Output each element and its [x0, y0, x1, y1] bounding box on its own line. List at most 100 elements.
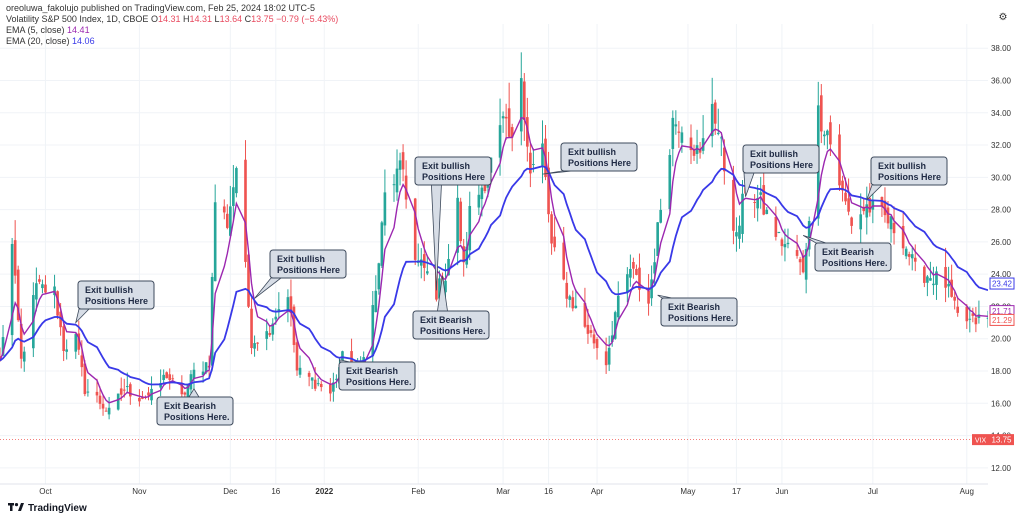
candle-body: [56, 291, 59, 316]
candle-body: [692, 149, 696, 156]
candle-body: [77, 333, 81, 350]
candle-body: [286, 297, 290, 311]
candle-body: [498, 125, 502, 158]
callout-text: Exit Bearish: [420, 315, 472, 325]
callout-text: Exit bullish: [85, 285, 133, 295]
candle-body: [568, 296, 572, 300]
x-tick-label: Jul: [868, 487, 878, 496]
candle-body: [947, 283, 950, 287]
candle-body: [38, 279, 41, 282]
callout-text: Positions Here.: [164, 412, 230, 422]
candle-body: [253, 343, 256, 349]
candle-body: [647, 290, 650, 304]
candle-body: [632, 262, 635, 269]
candle-body: [65, 349, 68, 352]
candle-body: [122, 389, 126, 391]
candle-body: [529, 152, 532, 174]
candle-body: [383, 192, 387, 226]
candle-body: [271, 323, 275, 335]
last-value-text: 21.29: [992, 316, 1013, 325]
candle-body: [610, 335, 614, 343]
y-tick-label: 32.00: [991, 141, 1012, 150]
candle-body: [650, 279, 653, 299]
candle-body: [719, 137, 723, 139]
ohlc-open-key: O: [150, 14, 158, 24]
candle-body: [413, 198, 417, 260]
ema20-value: 14.06: [72, 36, 95, 46]
candle-body: [44, 284, 47, 293]
y-tick-label: 24.00: [991, 270, 1012, 279]
x-tick-label: Aug: [960, 487, 974, 496]
callout-text: Positions Here: [878, 172, 941, 182]
callout-box: [414, 156, 492, 186]
candle-body: [316, 383, 320, 385]
settings-icon[interactable]: ⚙: [999, 12, 1008, 23]
candle-body: [192, 369, 196, 379]
candle-body: [723, 147, 726, 172]
candle-body: [974, 317, 978, 325]
candle-body: [335, 378, 338, 380]
candle-body: [753, 201, 756, 203]
candle-body: [319, 383, 323, 388]
candle-body: [823, 134, 826, 137]
candle-body: [735, 232, 738, 237]
candle-body: [119, 388, 123, 395]
candle-body: [844, 192, 847, 202]
candle-body: [210, 276, 214, 366]
candle-body: [422, 254, 426, 268]
candle-body: [953, 296, 956, 301]
ohlc-high-key: H: [183, 14, 190, 24]
candle-body: [859, 214, 863, 230]
callout-text: Positions Here: [568, 158, 631, 168]
x-tick-label: 17: [732, 487, 741, 496]
candle-body: [522, 81, 526, 121]
candle-body: [165, 372, 169, 379]
candle-body: [589, 330, 593, 333]
candle-body: [329, 384, 332, 394]
candle-body: [795, 250, 799, 256]
candle-body: [865, 204, 869, 218]
candle-body: [701, 138, 705, 151]
candle-body: [798, 259, 802, 263]
callout-text: Exit Bearish: [822, 247, 874, 257]
candle-body: [395, 168, 399, 193]
callout-text: Exit bullish: [422, 161, 470, 171]
candle-body: [162, 374, 165, 381]
callout-box: [269, 249, 347, 279]
candle-body: [886, 207, 890, 224]
tradingview-logo-icon: [8, 502, 24, 514]
candle-body: [147, 392, 150, 396]
symbol-line: Volatility S&P 500 Index, 1D, CBOE O14.3…: [6, 14, 338, 25]
vix-price-text: 13.75: [991, 436, 1012, 445]
candle-body: [738, 225, 741, 239]
candle-body: [480, 187, 484, 200]
ema5-legend[interactable]: EMA (5, close) 14.41: [6, 25, 338, 36]
x-tick-label: Apr: [591, 487, 604, 496]
candle-body: [456, 197, 459, 253]
candle-body: [774, 216, 778, 237]
candle-body: [168, 374, 172, 380]
ema20-legend[interactable]: EMA (20, close) 14.06: [6, 36, 338, 47]
candle-body: [213, 202, 217, 282]
candle-body: [950, 279, 953, 297]
y-tick-label: 16.00: [991, 399, 1012, 408]
candle-body: [401, 152, 405, 170]
last-value-text: 23.42: [992, 280, 1013, 289]
callout-pointer: [75, 308, 90, 324]
candle-body: [847, 198, 850, 212]
candle-body: [616, 295, 620, 318]
candle-body: [680, 132, 684, 143]
candle-body: [829, 122, 832, 145]
candle-body: [710, 103, 714, 137]
tradingview-footer[interactable]: TradingView: [8, 502, 87, 514]
candles: [0, 52, 990, 420]
candle-body: [777, 231, 781, 233]
candle-body: [804, 249, 808, 280]
candle-body: [956, 306, 960, 313]
callout-text: Exit bullish: [277, 254, 325, 264]
symbol-info: Volatility S&P 500 Index, 1D, CBOE: [6, 14, 149, 24]
